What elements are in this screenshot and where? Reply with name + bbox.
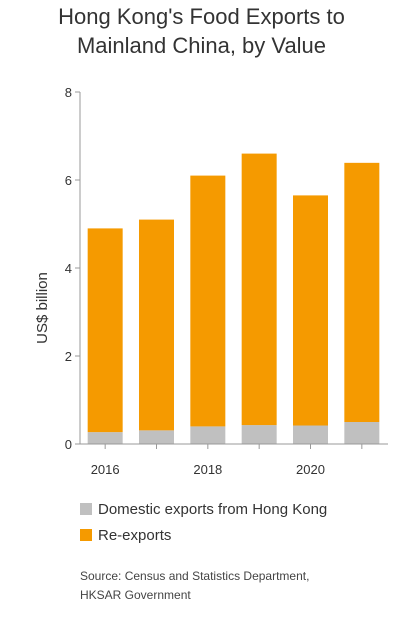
y-tick-label: 4	[65, 261, 72, 276]
bar-domestic-2020	[293, 425, 328, 444]
y-axis-title: US$ billion	[34, 272, 51, 344]
source-line-1: Source: Census and Statistics Department…	[80, 569, 310, 583]
stacked-bar-chart: 0 2 4 6 8 US$ billion 2016 2018 2020	[34, 85, 388, 477]
source-note: Source: Census and Statistics Department…	[80, 567, 309, 605]
legend-item-reexports: Re-exports	[80, 523, 327, 547]
x-tick-label: 2020	[296, 462, 325, 477]
chart-title-line-2: Mainland China, by Value	[76, 33, 327, 58]
bar-reexports-2020	[293, 195, 328, 426]
x-tick-label: 2018	[193, 462, 222, 477]
bar-domestic-2016	[87, 432, 123, 444]
y-tick-label: 8	[65, 85, 72, 100]
x-tick-label: 2016	[91, 462, 120, 477]
y-tick-label: 0	[65, 437, 72, 452]
bar-domestic-2017	[139, 430, 174, 444]
legend-item-domestic: Domestic exports from Hong Kong	[80, 497, 327, 521]
bar-reexports-2019	[241, 153, 277, 426]
legend-label-reexports: Re-exports	[98, 526, 172, 544]
bar-domestic-2018	[190, 426, 226, 444]
bar-reexports-2016	[87, 228, 123, 433]
bar-domestic-2019	[241, 425, 277, 444]
bar-reexports-2017	[139, 219, 174, 431]
legend-swatch-reexports	[80, 529, 92, 541]
chart-title: Hong Kong's Food Exports to Mainland Chi…	[0, 2, 403, 60]
chart-legend: Domestic exports from Hong Kong Re-expor…	[80, 497, 327, 549]
bar-reexports-2021	[344, 162, 380, 422]
y-tick-label: 2	[65, 349, 72, 364]
legend-swatch-domestic	[80, 503, 92, 515]
bar-reexports-2018	[190, 175, 226, 427]
chart-title-line-1: Hong Kong's Food Exports to	[58, 4, 345, 29]
y-tick-label: 6	[65, 173, 72, 188]
bar-domestic-2021	[344, 422, 380, 444]
source-line-2: HKSAR Government	[80, 588, 191, 602]
legend-label-domestic: Domestic exports from Hong Kong	[98, 500, 328, 518]
